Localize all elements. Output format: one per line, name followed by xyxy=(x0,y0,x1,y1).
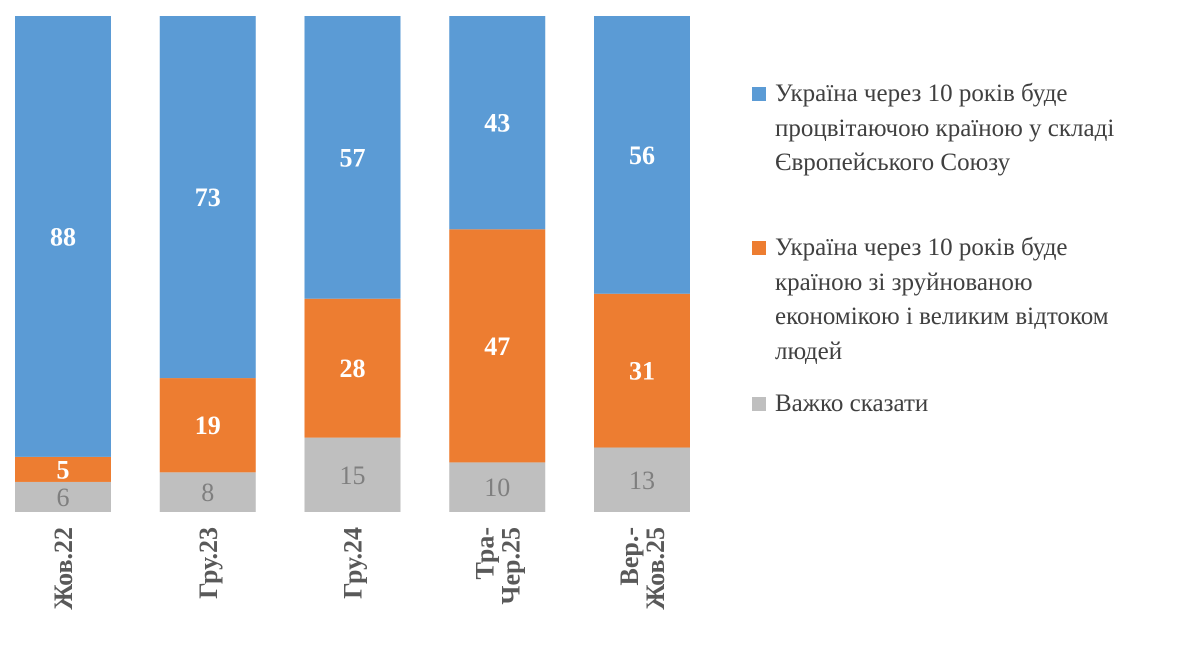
bar-segment xyxy=(304,437,401,512)
data-label: 13 xyxy=(629,466,655,495)
data-label: 47 xyxy=(484,332,510,361)
data-label: 73 xyxy=(195,183,221,212)
category-label: Вер.- xyxy=(615,527,644,586)
legend-swatch-blue xyxy=(752,87,766,101)
data-label: 31 xyxy=(629,357,655,386)
bar-segment xyxy=(449,462,546,512)
bar-segment xyxy=(15,481,111,512)
data-label: 6 xyxy=(57,483,70,512)
bar-segment xyxy=(594,293,690,448)
data-label: 19 xyxy=(195,411,221,440)
category-label: Гру.23 xyxy=(194,527,223,599)
bar-segment xyxy=(449,16,546,230)
data-label: 8 xyxy=(201,478,214,507)
data-label: 88 xyxy=(50,222,76,251)
data-label: 5 xyxy=(57,455,70,484)
bar-segment xyxy=(594,16,690,294)
legend-label: Україна через 10 років буде країною зі з… xyxy=(775,234,1109,365)
legend-swatch-gray xyxy=(752,397,766,411)
legend-item-ruined: Україна через 10 років буде країною зі з… xyxy=(752,231,1109,369)
data-label: 28 xyxy=(340,354,366,383)
category-label: Тра- xyxy=(470,527,499,579)
legend-item-eu: Україна через 10 років буде процвітаючою… xyxy=(752,77,1114,181)
legend-label: Україна через 10 років буде процвітаючою… xyxy=(775,80,1115,176)
bar-segment xyxy=(304,16,401,299)
category-label: Чер.25 xyxy=(496,527,525,605)
bar-segment xyxy=(304,298,401,438)
data-label: 57 xyxy=(340,143,366,172)
data-label: 43 xyxy=(484,109,510,138)
bar-segment xyxy=(594,447,690,512)
category-label: Гру.24 xyxy=(339,527,368,599)
bar-segment xyxy=(159,16,256,379)
legend-swatch-orange xyxy=(752,241,766,255)
data-label: 10 xyxy=(484,473,510,502)
category-label: Жов.25 xyxy=(641,527,670,610)
bar-segment xyxy=(159,472,256,512)
bar-segment xyxy=(15,456,111,482)
data-label: 15 xyxy=(340,461,366,490)
bar-segment xyxy=(15,16,111,457)
bar-segment xyxy=(449,229,546,463)
bar-segment xyxy=(159,378,256,473)
legend-label: Важко сказати xyxy=(775,390,929,417)
data-label: 56 xyxy=(629,141,655,170)
legend-item-hard-to-say: Важко сказати xyxy=(752,387,928,422)
category-label: Жов.22 xyxy=(49,527,78,610)
